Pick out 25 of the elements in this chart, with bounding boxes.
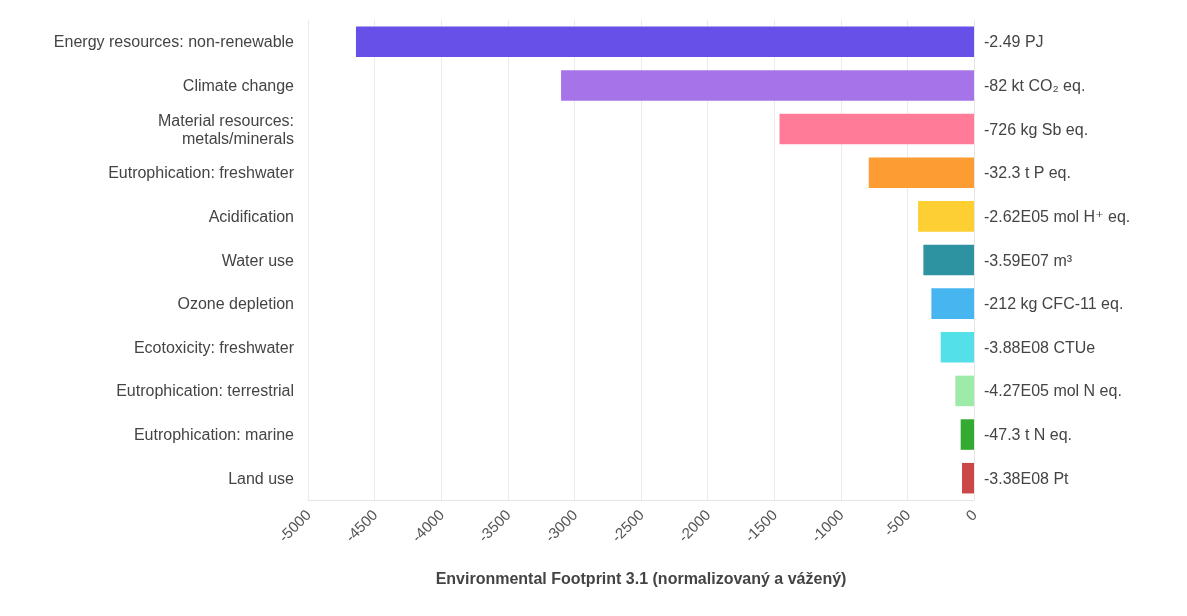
y-tick-label: Acidification: [208, 207, 294, 225]
text: -4.27E05 mol N eq.: [984, 382, 1122, 400]
x-axis-title: Environmental Footprint 3.1 (normalizovaný a vážený): [435, 569, 847, 587]
text: -3.88E08 CTUe: [984, 338, 1096, 356]
text: -726 kg Sb eq.: [984, 120, 1089, 138]
y-tick-label: Climate change: [182, 76, 295, 94]
x-tick-label: -500: [880, 505, 914, 540]
text: -212 kg CFC-11 eq.: [984, 295, 1124, 313]
text: -32.3 t P eq.: [984, 164, 1071, 182]
y-tick-label: Water use: [221, 251, 295, 269]
text: -47.3 t N eq.: [984, 426, 1073, 444]
text: -2.62E05 mol H⁺ eq.: [984, 207, 1131, 225]
y-tick-label: Ecotoxicity: freshwater: [133, 338, 295, 356]
y-tick-label: Ozone depletion: [177, 295, 294, 313]
y-tick-label: Land use: [228, 469, 295, 487]
x-tick-label: 0: [962, 505, 981, 524]
text: -3.59E07 m³: [984, 251, 1073, 269]
y-tick-label: Eutrophication: freshwater: [108, 164, 295, 182]
text: -2.49 PJ: [984, 33, 1044, 51]
y-tick-label: Eutrophication: terrestrial: [116, 382, 294, 400]
y-tick-label: Eutrophication: marine: [133, 426, 295, 444]
text: -82 kt CO₂ eq.: [984, 76, 1086, 94]
text: -3.38E08 Pt: [984, 469, 1070, 487]
y-tick-label: Material resources: metals/minerals: [157, 111, 294, 147]
y-tick-label: Energy resources: non-renewable: [53, 33, 295, 51]
